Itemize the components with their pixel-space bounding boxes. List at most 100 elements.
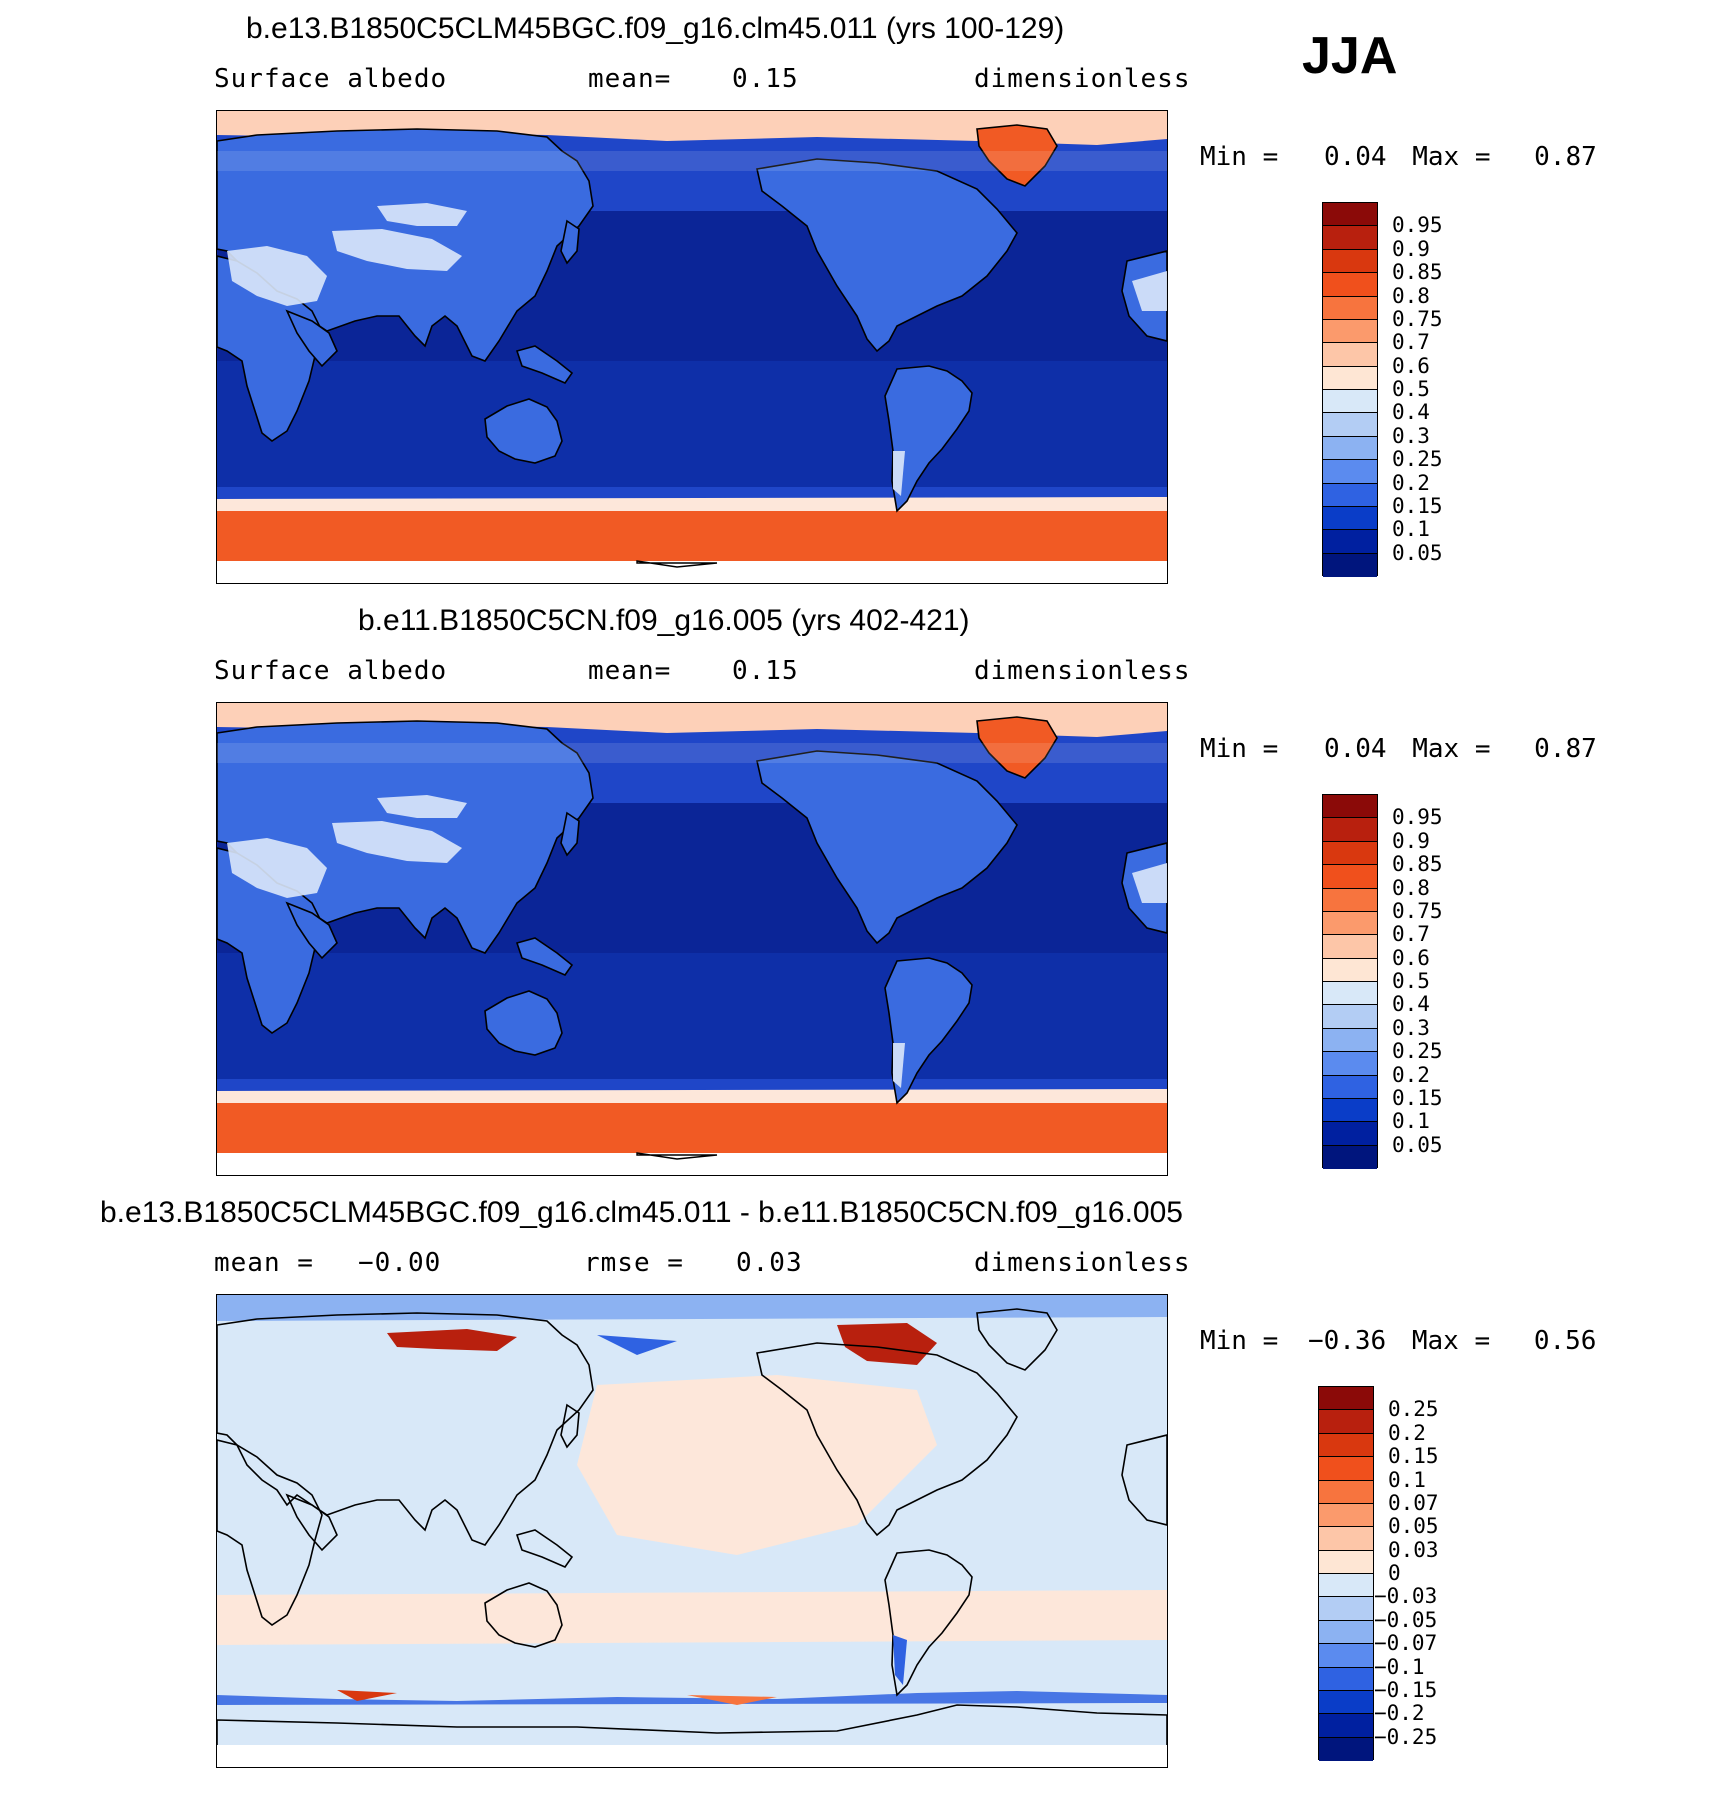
southern-ocean-positive-patch: [687, 1695, 777, 1705]
colorbar-tick-label: 0.05: [1392, 1132, 1443, 1157]
arctic-negative-band: [217, 1295, 1167, 1321]
colorbar-swatch: [1319, 1644, 1373, 1668]
colorbar-tick-label: 0.8: [1392, 875, 1430, 900]
antarctic-coastline: [636, 1152, 718, 1160]
colorbar-tick-label: 0.07: [1388, 1490, 1439, 1515]
bright-desert-region: [893, 1043, 905, 1088]
colorbar-tick-label: −0.03: [1374, 1584, 1438, 1609]
panel-2-mean-value: 0.15: [732, 656, 799, 686]
colorbar-swatch: [1323, 413, 1377, 437]
colorbar-tick-label: 0.25: [1392, 447, 1443, 472]
colorbar-tick-label: 0.25: [1392, 1039, 1443, 1064]
colorbar-tick-label: 0.95: [1392, 213, 1443, 238]
colorbar-swatch: [1323, 982, 1377, 1006]
canadian-positive-anomaly: [837, 1323, 937, 1365]
panel-1-mean-label: mean=: [588, 64, 672, 94]
colorbar-tick-label: 0.6: [1392, 945, 1430, 970]
colorbar-swatch: [1319, 1527, 1373, 1551]
bright-desert-region: [377, 795, 467, 818]
panel-1-map: [216, 110, 1168, 584]
colorbar-swatch: [1323, 506, 1377, 531]
colorbar-swatch: [1319, 1737, 1373, 1761]
coastline-africa: [217, 1439, 323, 1626]
antarctic-coastline: [636, 560, 718, 568]
colorbar-swatch: [1323, 319, 1377, 344]
panel-1-variable: Surface albedo: [214, 64, 448, 94]
landmass-japan: [560, 219, 580, 265]
colorbar-swatch: [1323, 460, 1377, 484]
panel-3-units: dimensionless: [974, 1248, 1191, 1278]
panel-3-max-value: 0.56: [1533, 1326, 1597, 1356]
colorbar-swatch: [1319, 1457, 1373, 1481]
arctic-sea-ice: [217, 111, 1167, 145]
panel-2-map-svg: [217, 703, 1167, 1175]
colorbar-swatch: [1323, 1122, 1377, 1146]
colorbar-tick-label: 0.5: [1392, 377, 1430, 401]
panel-3-mean-label: mean =: [214, 1248, 314, 1278]
colorbar-tick-label: 0.15: [1388, 1444, 1439, 1469]
landmass-namerica: [756, 158, 1018, 353]
colorbar-tick-label: 0.85: [1392, 260, 1443, 285]
colorbar-swatch: [1323, 530, 1377, 554]
colorbar-swatch: [1323, 273, 1377, 297]
colorbar-swatch: [1323, 935, 1377, 959]
colorbar-swatch: [1323, 1145, 1377, 1169]
colorbar-tick-label: 0.7: [1392, 922, 1430, 947]
panel-1-min-value: 0.04: [1323, 142, 1387, 172]
colorbar-tick-label: 0.3: [1392, 423, 1430, 448]
landmass-japan: [560, 811, 580, 857]
landmass-samerica: [884, 365, 973, 513]
colorbar-tick-label: 0.4: [1392, 992, 1430, 1017]
colorbar-tick-label: −0.07: [1374, 1631, 1438, 1656]
siberian-positive-anomaly: [387, 1329, 517, 1351]
coastline-arabia: [285, 1493, 338, 1552]
colorbar-tick-label: −0.2: [1374, 1701, 1425, 1726]
landmass-arabia: [285, 309, 338, 368]
panel-2-variable: Surface albedo: [214, 656, 448, 686]
pacific-positive-region: [577, 1375, 937, 1555]
colorbar-swatch: [1319, 1714, 1373, 1738]
bright-desert-region: [227, 838, 327, 898]
high-latitude-snow: [217, 743, 1167, 763]
panel-1-colorbar: [1322, 202, 1378, 577]
colorbar-tick-label: 0.4: [1392, 400, 1430, 425]
colorbar-tick-label: 0: [1388, 1561, 1401, 1585]
south-ocean-field: [217, 361, 1167, 501]
panel-3-rmse-label: rmse =: [584, 1248, 684, 1278]
panel-1-mean-value: 0.15: [732, 64, 799, 94]
colorbar-swatch: [1323, 865, 1377, 889]
colorbar-swatch: [1323, 911, 1377, 936]
colorbar-swatch: [1323, 343, 1377, 367]
bright-desert-region: [332, 229, 462, 271]
colorbar-tick-label: 0.9: [1392, 828, 1430, 853]
colorbar-tick-label: 0.25: [1388, 1397, 1439, 1422]
colorbar-tick-label: 0.5: [1392, 969, 1430, 993]
south-ocean-field: [217, 953, 1167, 1093]
colorbar-swatch: [1323, 483, 1377, 507]
colorbar-tick-label: 0.05: [1392, 540, 1443, 565]
colorbar-swatch: [1319, 1433, 1373, 1458]
landmass-samerica: [884, 957, 973, 1105]
colorbar-tick-label: 0.2: [1392, 1062, 1430, 1087]
panel-2-map: [216, 702, 1168, 1176]
antarctic-sea-ice: [217, 511, 1167, 561]
panel-2-max-label: Max =: [1412, 734, 1491, 764]
panel-1-min-label: Min =: [1200, 142, 1279, 172]
colorbar-swatch: [1319, 1574, 1373, 1598]
arctic-sea-ice: [217, 703, 1167, 737]
colorbar-tick-label: 0.75: [1392, 306, 1443, 331]
colorbar-swatch: [1323, 366, 1377, 390]
colorbar-tick-label: 0.15: [1392, 493, 1443, 518]
bright-desert-region: [377, 203, 467, 226]
bright-desert-region: [1132, 271, 1167, 311]
bright-desert-region: [1132, 863, 1167, 903]
coastline-eurasia: [217, 1312, 594, 1546]
colorbar-tick-label: 0.75: [1392, 898, 1443, 923]
panel-3-rmse-value: 0.03: [736, 1248, 803, 1278]
panel-1-max-value: 0.87: [1534, 142, 1597, 172]
panel-1-minmax: Min = 0.04 Max = 0.87: [1200, 142, 1597, 172]
colorbar-swatch: [1323, 226, 1377, 250]
colorbar-tick-label: 0.6: [1392, 353, 1430, 378]
colorbar-swatch: [1319, 1503, 1373, 1528]
colorbar-swatch: [1319, 1690, 1373, 1715]
